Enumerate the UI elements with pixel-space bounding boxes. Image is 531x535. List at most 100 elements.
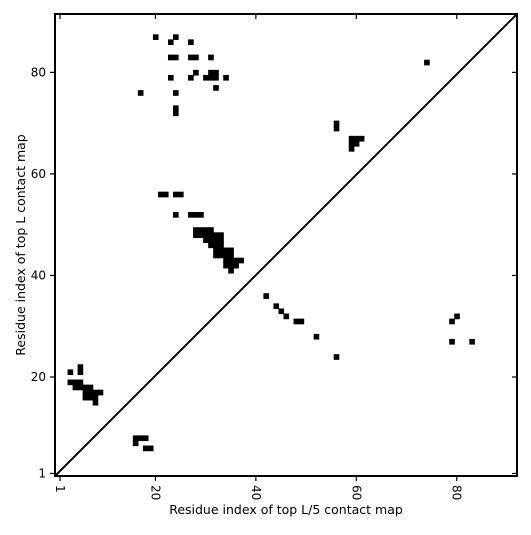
contact-cell-upper [198, 232, 204, 238]
contact-cell-lower [97, 389, 104, 396]
contact-cell-upper [162, 191, 169, 198]
contact-cell-upper [203, 227, 209, 233]
contact-cell-upper [167, 54, 174, 61]
contact-cell-lower [142, 435, 149, 442]
contact-cell-lower [132, 440, 139, 447]
contact-cell-upper [178, 191, 184, 198]
contact-cell-upper [208, 232, 214, 238]
contact-cell-lower [87, 394, 94, 401]
contact-cell-upper [193, 227, 199, 233]
y-tick-label: 20 [31, 370, 46, 384]
contact-cell-upper [218, 237, 224, 244]
contact-cell-lower [132, 435, 139, 442]
contact-cell-upper [233, 262, 239, 269]
contact-cell-lower [313, 333, 320, 340]
contact-cell-lower [87, 389, 94, 396]
contact-cell-upper [208, 227, 214, 233]
contact-cell-lower [92, 399, 99, 406]
contact-cell-lower [263, 293, 270, 299]
contact-cell-lower [298, 318, 305, 325]
contact-cell-upper [218, 242, 224, 249]
contact-cell-upper [213, 69, 219, 76]
contact-cell-lower [67, 369, 74, 376]
diagonal-line [54, 13, 518, 477]
x-tick-label: 40 [249, 485, 263, 500]
contact-cell-upper [353, 140, 360, 147]
contact-cell-upper [353, 135, 360, 142]
contact-cell-lower [77, 364, 84, 370]
contact-cell-lower [454, 313, 460, 320]
contact-cell-upper [193, 54, 199, 61]
contact-cell-upper [203, 232, 209, 238]
x-axis-label: Residue index of top L/5 contact map [169, 502, 403, 517]
contact-cell-upper [228, 267, 234, 274]
plot-frame [54, 13, 518, 477]
contact-cell-upper [208, 54, 214, 61]
contact-cell-upper [157, 191, 164, 198]
contact-cell-upper [348, 135, 355, 142]
contact-cell-lower [87, 384, 94, 391]
contact-cell-upper [223, 262, 229, 269]
contact-cell-upper [223, 247, 229, 254]
y-tick-label: 1 [38, 466, 46, 480]
contact-cell-upper [348, 140, 355, 147]
contact-cell-lower [82, 384, 89, 391]
contact-cell-upper [218, 252, 224, 259]
contact-cell-upper [137, 90, 144, 96]
contact-cell-lower [77, 369, 84, 376]
y-tick-label: 60 [31, 167, 46, 181]
contact-cell-upper [193, 212, 199, 218]
contact-cell-upper [173, 191, 179, 198]
contact-cell-upper [228, 262, 234, 269]
contact-cell-lower [449, 318, 455, 325]
contact-cell-upper [424, 59, 430, 66]
y-axis-label: Residue index of top L contact map [13, 134, 28, 355]
contact-cell-upper [333, 120, 340, 127]
contact-cell-upper [333, 125, 340, 132]
contact-cell-upper [213, 237, 219, 244]
x-tick-label: 80 [450, 485, 464, 500]
contact-cell-upper [198, 227, 204, 233]
contact-cell-upper [213, 74, 219, 81]
contact-cell-upper [223, 252, 229, 259]
contact-cell-upper [188, 212, 194, 218]
contact-cell-upper [198, 212, 204, 218]
contact-cell-upper [213, 85, 219, 91]
contact-cell-lower [92, 394, 99, 401]
contact-cell-upper [173, 34, 179, 40]
contact-cell-lower [469, 338, 475, 345]
contact-cell-upper [208, 242, 214, 249]
contact-cell-upper [348, 146, 355, 152]
contact-cell-lower [137, 435, 144, 442]
contact-cell-upper [223, 257, 229, 264]
contact-cell-upper [173, 105, 179, 112]
contact-cell-upper [208, 237, 214, 244]
contact-cell-upper [193, 232, 199, 238]
contact-cell-upper [358, 135, 365, 142]
contact-cell-upper [152, 34, 159, 40]
contact-cell-lower [147, 445, 154, 452]
contact-cell-lower [82, 389, 89, 396]
contact-cells [67, 34, 475, 452]
contact-cell-upper [208, 74, 214, 81]
contact-cell-lower [449, 338, 455, 345]
contact-cell-upper [213, 247, 219, 254]
x-tick-label: 1 [53, 485, 67, 493]
contact-cell-lower [278, 308, 285, 315]
contact-cell-upper [213, 252, 219, 259]
contact-cell-upper [173, 110, 179, 117]
contact-cell-lower [77, 384, 84, 391]
contact-cell-lower [92, 389, 99, 396]
contact-cell-upper [233, 257, 239, 264]
contact-cell-upper [203, 74, 209, 81]
contact-cell-upper [188, 54, 194, 61]
contact-cell-lower [67, 379, 74, 386]
contact-cell-upper [193, 69, 199, 76]
contact-cell-upper [213, 242, 219, 249]
contact-cell-lower [77, 379, 84, 386]
contact-cell-upper [223, 74, 229, 81]
contact-cell-upper [218, 232, 224, 238]
contact-cell-upper [228, 257, 234, 264]
